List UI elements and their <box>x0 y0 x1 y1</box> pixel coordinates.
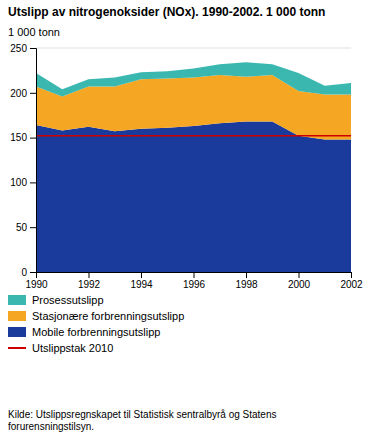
legend: Prosessutslipp Stasjonære forbrenningsuts… <box>8 294 184 354</box>
y-tick: 250 <box>10 43 36 54</box>
y-tick-mark <box>30 48 36 49</box>
x-axis: 1990 1992 1994 1996 1998 2000 2002 <box>25 272 363 290</box>
y-tick: 200 <box>10 88 36 99</box>
x-tick-label: 2002 <box>340 279 363 290</box>
chart-container: Utslipp av nitrogenoksider (NOx). 1990-2… <box>0 0 365 438</box>
legend-swatch <box>8 311 26 321</box>
reference-line <box>36 135 351 137</box>
x-tick: 1994 <box>130 272 153 290</box>
y-tick-mark <box>30 138 36 139</box>
source: Kilde: Utslippsregnskapet til Statistisk… <box>8 409 276 432</box>
axis-domain <box>37 273 352 279</box>
y-tick: 100 <box>10 177 36 188</box>
x-tick-mark <box>89 272 90 278</box>
y-tick: 50 <box>16 222 36 233</box>
title-line: Utslipp av nitrogenoksider (NOx). 1990-2… <box>8 5 325 19</box>
legend-label: Stasjonære forbrenningsutslipp <box>32 310 184 322</box>
y-tick-mark <box>30 227 36 228</box>
grid <box>36 48 351 272</box>
y-tick-label: 250 <box>10 43 27 54</box>
chart: Utslipp av nitrogenoksider (NOx). 1990-2… <box>0 0 365 438</box>
y-axis: 0 50 100 150 200 250 <box>10 43 36 278</box>
x-tick: 1992 <box>78 272 101 290</box>
legend-item: Prosessutslipp <box>8 294 104 306</box>
x-tick: 1990 <box>25 272 48 290</box>
axis-domain <box>30 49 37 273</box>
x-tick-mark <box>299 272 300 278</box>
x-tick: 2000 <box>288 272 311 290</box>
legend-item: Stasjonære forbrenningsutslipp <box>8 310 184 322</box>
x-tick-label: 1992 <box>78 279 101 290</box>
source-line: forurensningstilsyn. <box>8 421 94 432</box>
x-tick-mark <box>351 272 352 278</box>
x-tick-mark <box>246 272 247 278</box>
area <box>36 121 351 272</box>
x-tick: 2002 <box>340 272 363 290</box>
y-tick-label: 50 <box>16 222 28 233</box>
plot-area <box>36 62 351 272</box>
y-tick: 0 <box>21 267 36 278</box>
legend-swatch <box>8 347 26 349</box>
y-tick-mark <box>30 272 36 273</box>
legend-label: Utslippstak 2010 <box>32 342 113 354</box>
x-tick-mark <box>141 272 142 278</box>
legend-label: Mobile forbrenningsutslipp <box>32 326 160 338</box>
x-tick-label: 1994 <box>130 279 153 290</box>
x-tick-label: 1998 <box>235 279 258 290</box>
y-tick-mark <box>30 182 36 183</box>
legend-item: Mobile forbrenningsutslipp <box>8 326 160 338</box>
grid-line <box>36 48 351 49</box>
legend-label: Prosessutslipp <box>32 294 104 306</box>
y-tick-label: 150 <box>10 132 27 143</box>
x-tick: 1996 <box>183 272 206 290</box>
area <box>36 62 351 96</box>
y-tick-label: 200 <box>10 88 27 99</box>
legend-item: Utslippstak 2010 <box>8 342 113 354</box>
y-axis-label: 1 000 tonn <box>8 26 60 38</box>
x-tick-mark <box>194 272 195 278</box>
legend-swatch <box>8 327 26 337</box>
x-tick-label: 1990 <box>25 279 48 290</box>
x-tick: 1998 <box>235 272 258 290</box>
y-tick-label: 0 <box>21 267 27 278</box>
title: Utslipp av nitrogenoksider (NOx). 1990-2… <box>8 5 325 19</box>
y-tick: 150 <box>10 132 36 143</box>
legend-swatch <box>8 295 26 305</box>
source-line: Kilde: Utslippsregnskapet til Statistisk… <box>8 409 276 420</box>
x-tick-label: 1996 <box>183 279 206 290</box>
y-tick-label: 100 <box>10 177 27 188</box>
y-tick-mark <box>30 93 36 94</box>
x-tick-label: 2000 <box>288 279 311 290</box>
